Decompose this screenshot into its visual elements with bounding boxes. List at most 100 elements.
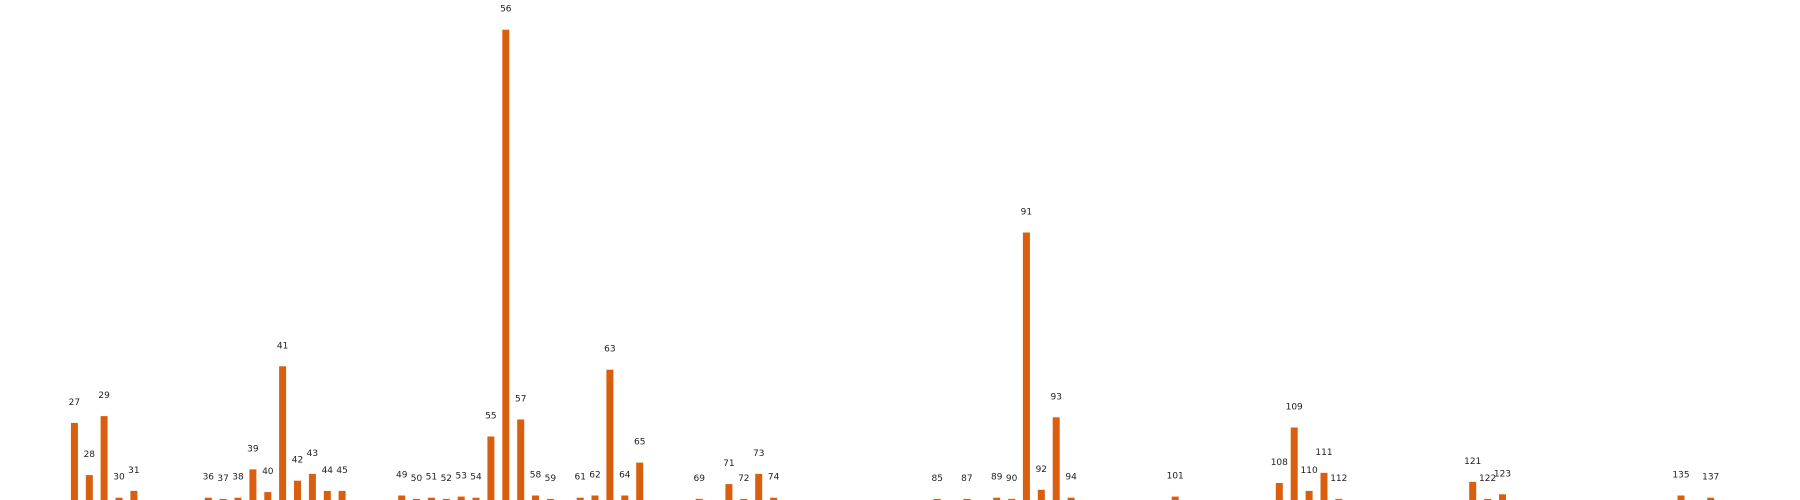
bar-label-110: 110 [1301,466,1318,476]
bar-50 [413,498,420,500]
bar-label-58: 58 [530,471,542,481]
bar-31 [130,490,138,500]
bar-label-39: 39 [247,444,259,454]
bar-label-72: 72 [738,474,749,484]
bar-label-89: 89 [991,473,1003,483]
bar-label-135: 135 [1672,471,1689,481]
bar-42 [294,480,301,500]
bar-label-27: 27 [69,398,80,408]
bar-57 [517,419,525,500]
bar-label-92: 92 [1036,465,1047,475]
bar-135 [1677,495,1685,500]
bar-61 [576,497,584,500]
bar-40 [264,492,272,500]
bar-94 [1067,497,1075,500]
bar-58 [532,495,539,500]
bar-label-31: 31 [128,466,139,476]
bar-label-52: 52 [441,474,452,484]
bar-label-30: 30 [113,473,125,483]
bar-label-49: 49 [396,471,408,481]
bar-122 [1484,498,1492,500]
bar-label-61: 61 [574,473,585,483]
bar-55 [487,436,495,500]
bar-label-29: 29 [98,391,110,401]
bar-label-63: 63 [604,345,615,355]
bar-label-40: 40 [262,467,274,477]
bar-71 [725,484,733,500]
bar-72 [740,498,748,500]
bar-59 [546,498,554,500]
bar-label-43: 43 [307,449,318,459]
bar-69 [695,498,703,500]
bar-label-90: 90 [1006,474,1018,484]
bar-label-108: 108 [1271,458,1288,468]
bar-39 [249,469,257,500]
bar-64 [621,495,629,500]
bar-45 [338,490,346,500]
bar-label-55: 55 [485,412,496,422]
bar-label-69: 69 [693,474,705,484]
bar-92 [1037,489,1045,500]
bar-label-28: 28 [84,450,96,460]
bar-29 [100,416,108,500]
bars-group [70,29,1715,500]
bar-label-50: 50 [411,474,423,484]
bar-28 [85,475,93,500]
bar-93 [1052,417,1060,500]
bar-label-51: 51 [426,473,437,483]
bar-73 [755,473,763,500]
bar-54 [472,497,480,500]
bar-label-62: 62 [589,471,600,481]
bar-label-37: 37 [217,474,228,484]
bar-30 [115,497,123,500]
bar-label-41: 41 [277,341,288,351]
bar-label-94: 94 [1065,473,1077,483]
bar-137 [1707,497,1715,500]
bar-label-53: 53 [455,472,466,482]
bar-label-56: 56 [500,5,512,15]
bar-111 [1320,472,1328,500]
bar-label-73: 73 [753,449,764,459]
bar-label-91: 91 [1021,208,1032,218]
bar-63 [606,369,614,500]
bar-101 [1171,496,1179,500]
bar-label-121: 121 [1464,457,1481,467]
bar-label-36: 36 [203,473,215,483]
bar-49 [398,495,406,500]
bar-37 [219,498,227,500]
bar-51 [427,497,435,500]
bar-label-57: 57 [515,395,526,405]
bar-label-54: 54 [470,473,482,483]
bar-label-123: 123 [1494,469,1511,479]
bar-label-101: 101 [1167,472,1184,482]
bar-123 [1499,494,1506,500]
bar-label-87: 87 [961,474,972,484]
bar-label-42: 42 [292,456,303,466]
bar-56 [502,29,510,500]
bar-38 [234,497,242,500]
bar-109 [1290,427,1298,500]
bar-label-64: 64 [619,471,631,481]
bar-87 [963,498,971,500]
bar-91 [1022,232,1030,500]
bar-label-93: 93 [1050,392,1061,402]
bar-41 [279,366,287,500]
bar-52 [442,498,450,500]
bar-108 [1275,483,1283,500]
bar-85 [933,498,941,500]
bar-27 [70,422,78,500]
bar-36 [204,497,212,500]
bar-74 [770,497,778,500]
bar-label-74: 74 [768,473,780,483]
bar-label-38: 38 [232,473,244,483]
bar-label-85: 85 [931,474,942,484]
bar-label-109: 109 [1286,403,1303,413]
bar-62 [591,495,599,500]
bar-112 [1335,498,1343,500]
bar-89 [993,497,1001,500]
bar-label-45: 45 [336,466,347,476]
bar-90 [1008,498,1016,500]
bar-label-44: 44 [322,466,334,476]
